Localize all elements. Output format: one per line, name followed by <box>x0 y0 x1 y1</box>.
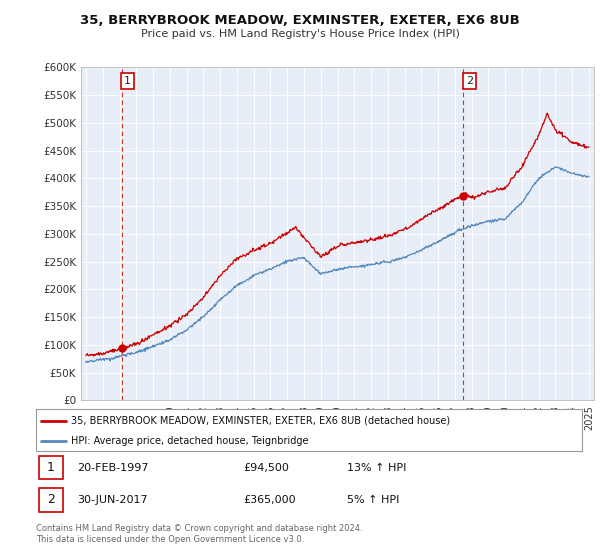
Text: HPI: Average price, detached house, Teignbridge: HPI: Average price, detached house, Teig… <box>71 436 309 446</box>
Text: 5% ↑ HPI: 5% ↑ HPI <box>347 495 400 505</box>
Text: Contains HM Land Registry data © Crown copyright and database right 2024.
This d: Contains HM Land Registry data © Crown c… <box>36 524 362 544</box>
Text: 35, BERRYBROOK MEADOW, EXMINSTER, EXETER, EX6 8UB: 35, BERRYBROOK MEADOW, EXMINSTER, EXETER… <box>80 14 520 27</box>
Text: 30-JUN-2017: 30-JUN-2017 <box>77 495 148 505</box>
FancyBboxPatch shape <box>39 456 64 479</box>
Text: 2: 2 <box>47 493 55 506</box>
FancyBboxPatch shape <box>39 488 64 512</box>
Text: £94,500: £94,500 <box>244 463 289 473</box>
FancyBboxPatch shape <box>36 409 582 451</box>
Text: 2: 2 <box>466 76 473 86</box>
Text: £365,000: £365,000 <box>244 495 296 505</box>
Text: 20-FEB-1997: 20-FEB-1997 <box>77 463 148 473</box>
Text: 13% ↑ HPI: 13% ↑ HPI <box>347 463 407 473</box>
Text: 1: 1 <box>47 461 55 474</box>
Text: Price paid vs. HM Land Registry's House Price Index (HPI): Price paid vs. HM Land Registry's House … <box>140 29 460 39</box>
Text: 35, BERRYBROOK MEADOW, EXMINSTER, EXETER, EX6 8UB (detached house): 35, BERRYBROOK MEADOW, EXMINSTER, EXETER… <box>71 416 451 426</box>
Text: 1: 1 <box>124 76 131 86</box>
